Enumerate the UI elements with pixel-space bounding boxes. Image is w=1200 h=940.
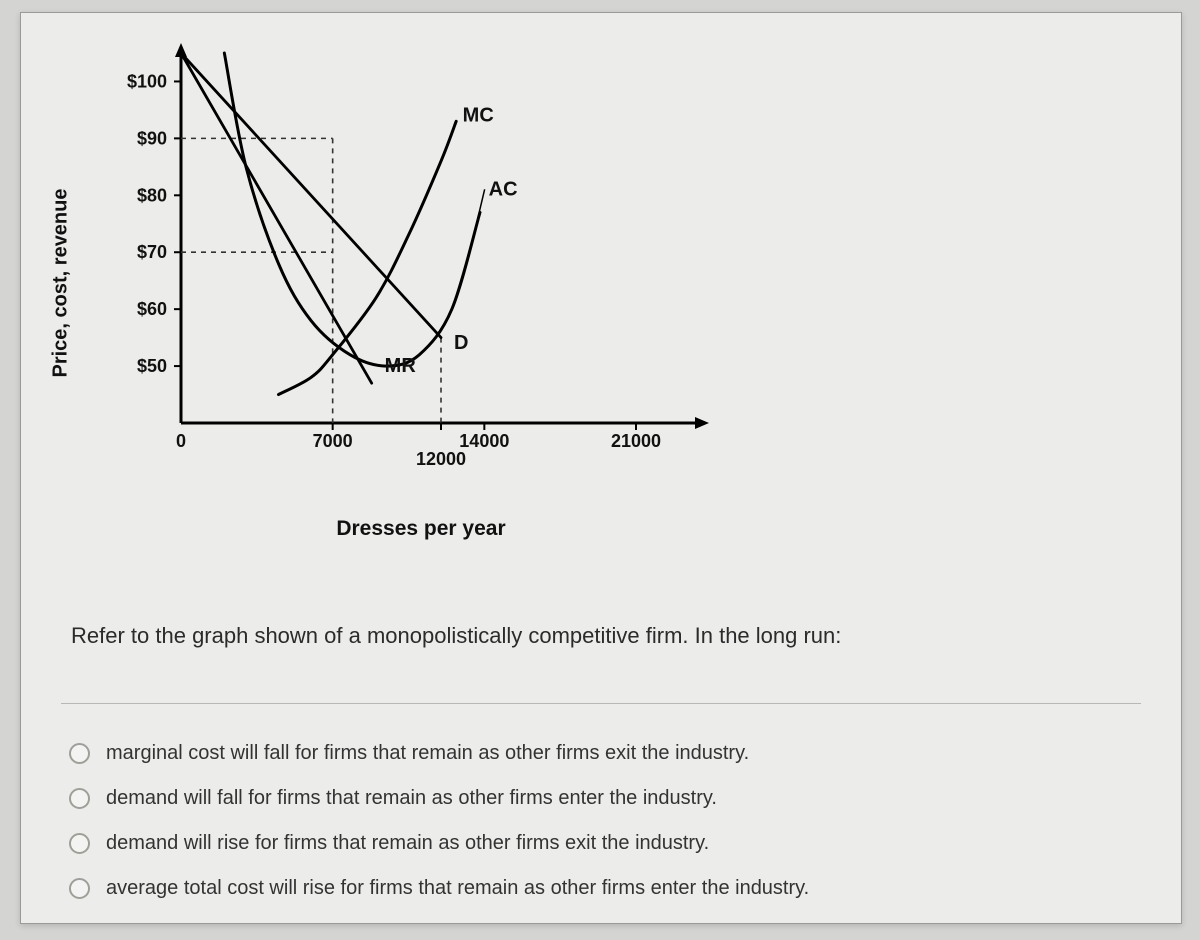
svg-text:14000: 14000 [459, 431, 509, 451]
chart-area: Price, cost, revenue $100$90$80$70$60$50… [101, 43, 721, 523]
svg-text:$70: $70 [137, 242, 167, 262]
radio-icon[interactable] [69, 878, 90, 899]
svg-text:7000: 7000 [313, 431, 353, 451]
svg-text:0: 0 [176, 431, 186, 451]
answer-option[interactable]: demand will fall for firms that remain a… [69, 787, 1133, 810]
answer-option[interactable]: average total cost will rise for firms t… [69, 877, 1133, 900]
svg-text:$60: $60 [137, 299, 167, 319]
svg-text:$90: $90 [137, 128, 167, 148]
svg-text:D: D [454, 332, 468, 354]
economics-chart: $100 $90 $80 $70 $60 $50 0 7000 1200014000 21000 M… [101, 43, 721, 483]
svg-text:MR: MR [385, 355, 417, 377]
y-axis-label: Price, cost, revenue [50, 189, 73, 378]
svg-text:$50: $50 [137, 356, 167, 376]
separator [61, 703, 1141, 704]
answer-label: demand will fall for firms that remain a… [106, 787, 717, 810]
svg-text:12000: 12000 [416, 449, 466, 469]
answer-label: average total cost will rise for firms t… [106, 877, 809, 900]
answer-option[interactable]: demand will rise for firms that remain a… [69, 832, 1133, 855]
answer-label: demand will rise for firms that remain a… [106, 832, 709, 855]
answer-option[interactable]: marginal cost will fall for firms that r… [69, 742, 1133, 765]
answer-label: marginal cost will fall for firms that r… [106, 742, 749, 765]
radio-icon[interactable] [69, 788, 90, 809]
radio-icon[interactable] [69, 743, 90, 764]
question-text: Refer to the graph shown of a monopolist… [71, 623, 1131, 649]
answer-list: marginal cost will fall for firms that r… [69, 728, 1133, 922]
radio-icon[interactable] [69, 833, 90, 854]
svg-text:AC: AC [489, 178, 518, 200]
svg-text:$80: $80 [137, 185, 167, 205]
svg-text:$100: $100 [127, 71, 167, 91]
x-axis-label: Dresses per year [271, 517, 571, 541]
svg-text:21000: 21000 [611, 431, 661, 451]
question-card: Price, cost, revenue $100 $90 $80 $70 $60 $50… [20, 12, 1182, 924]
svg-text:MC: MC [463, 104, 494, 126]
